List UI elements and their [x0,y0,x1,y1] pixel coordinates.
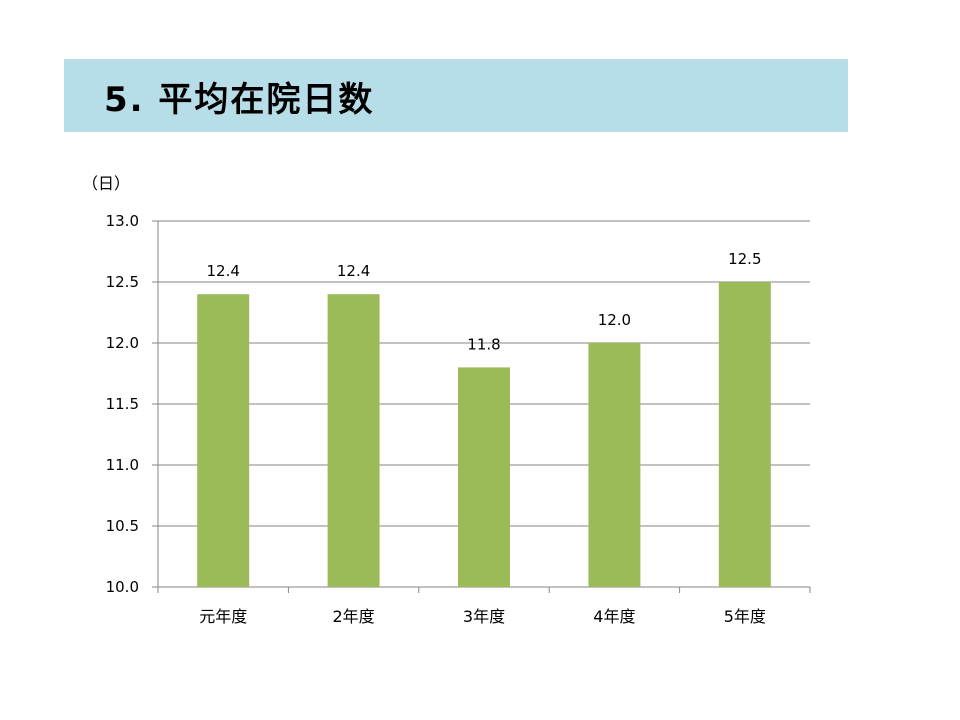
category-label-1: 元年度 [199,607,247,626]
bar-4 [588,343,641,587]
data-label-3: 11.8 [467,335,500,353]
data-label-4: 12.0 [598,311,631,329]
bars [197,282,771,587]
category-label-2: 2年度 [333,607,375,626]
bar-1 [197,294,250,587]
y-tick-label: 13.0 [106,212,139,230]
category-label-3: 3年度 [463,607,505,626]
data-label-1: 12.4 [206,262,239,280]
y-axis-ticks: 10.0 10.5 11.0 11.5 12.0 12.5 13.0 [106,212,158,596]
data-labels: 12.4 12.4 11.8 12.0 12.5 [206,250,761,353]
x-axis-categories: 元年度 2年度 3年度 4年度 5年度 [199,607,766,626]
y-tick-label: 10.5 [106,517,139,535]
bar-2 [327,294,380,587]
y-tick-label: 11.0 [106,456,139,474]
data-label-2: 12.4 [337,262,370,280]
category-label-5: 5年度 [724,607,766,626]
y-tick-label: 11.5 [106,395,139,413]
title-banner: 5. 平均在院日数 [64,59,848,132]
y-tick-label: 10.0 [106,578,139,596]
y-axis-unit-label: （日） [82,174,130,193]
bar-3 [458,367,510,587]
category-label-4: 4年度 [593,607,635,626]
y-tick-label: 12.0 [106,334,139,352]
y-tick-label: 12.5 [106,273,139,291]
page-title: 5. 平均在院日数 [104,80,375,120]
bar-5 [718,282,771,587]
data-label-5: 12.5 [728,250,761,268]
